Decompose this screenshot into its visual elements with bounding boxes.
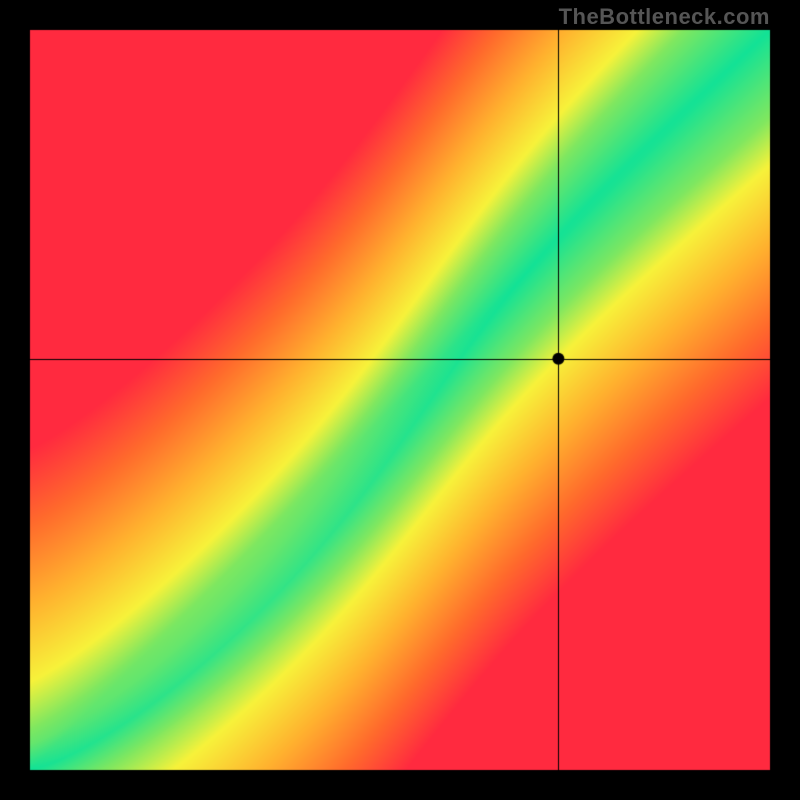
watermark-text: TheBottleneck.com <box>559 4 770 30</box>
bottleneck-heatmap <box>0 0 800 800</box>
